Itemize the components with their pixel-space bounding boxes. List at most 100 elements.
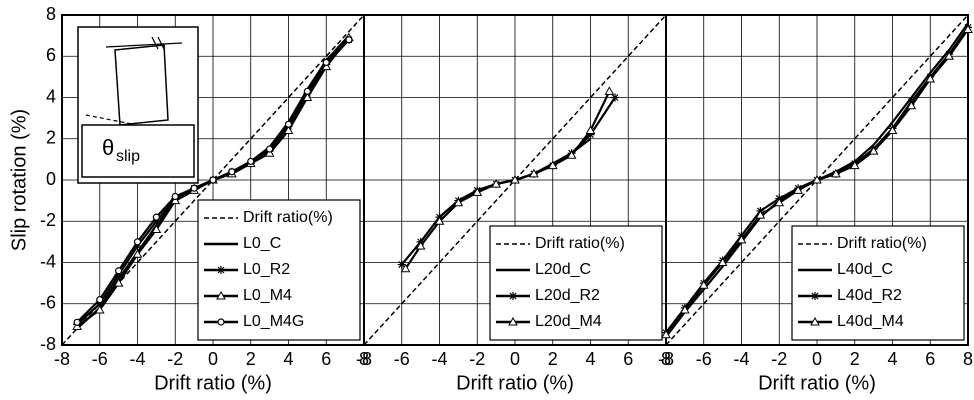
x-tick-label: 0 bbox=[510, 349, 520, 369]
marker bbox=[322, 58, 330, 67]
legend-label: Drift ratio(%) bbox=[535, 235, 625, 252]
inset-symbol: θ bbox=[102, 135, 114, 160]
legend-label: Drift ratio(%) bbox=[837, 235, 927, 252]
marker bbox=[190, 184, 198, 192]
x-tick-label: 8 bbox=[359, 349, 369, 369]
marker bbox=[585, 125, 596, 134]
x-tick-label: 8 bbox=[661, 349, 671, 369]
x-tick-label: -4 bbox=[129, 349, 145, 369]
y-tick-label: 0 bbox=[46, 169, 56, 189]
marker bbox=[209, 176, 217, 184]
marker bbox=[611, 93, 620, 102]
legend: Drift ratio(%) L0_C L0_R2 L0_M4 L0_M4G bbox=[197, 199, 361, 341]
y-tick-label: -8 bbox=[40, 334, 56, 354]
marker bbox=[811, 292, 819, 300]
marker bbox=[944, 51, 954, 60]
inset-base bbox=[81, 124, 195, 178]
x-tick-label: -2 bbox=[167, 349, 183, 369]
marker bbox=[152, 213, 160, 221]
marker bbox=[415, 240, 426, 250]
x-tick-label: 0 bbox=[812, 349, 822, 369]
x-tick-label: -8 bbox=[356, 349, 372, 369]
marker bbox=[303, 87, 311, 95]
marker bbox=[547, 160, 558, 170]
marker bbox=[604, 86, 615, 95]
marker bbox=[529, 168, 539, 178]
legend-label: L20d_R2 bbox=[535, 287, 600, 304]
marker bbox=[810, 316, 820, 326]
marker bbox=[217, 318, 225, 326]
x-tick-label: -8 bbox=[54, 349, 70, 369]
marker bbox=[453, 197, 464, 207]
marker bbox=[566, 150, 577, 159]
marker bbox=[217, 266, 225, 274]
marker bbox=[284, 120, 293, 128]
x-tick-label: -2 bbox=[771, 349, 787, 369]
x-tick-label: 0 bbox=[208, 349, 218, 369]
marker bbox=[491, 179, 501, 188]
marker bbox=[216, 290, 226, 300]
marker bbox=[266, 145, 274, 153]
y-tick-label: -4 bbox=[40, 251, 56, 271]
inset-top bbox=[105, 36, 183, 50]
marker bbox=[868, 146, 879, 155]
x-tick-label: 2 bbox=[850, 349, 860, 369]
y-tick-label: 4 bbox=[46, 86, 56, 106]
marker bbox=[345, 36, 353, 44]
marker bbox=[115, 267, 123, 275]
inset-subscript: slip bbox=[116, 148, 140, 165]
marker bbox=[680, 304, 690, 314]
legend-label: L20d_C bbox=[535, 261, 591, 278]
marker bbox=[736, 234, 747, 244]
x-tick-label: 6 bbox=[321, 349, 331, 369]
marker bbox=[133, 238, 142, 246]
marker bbox=[171, 192, 179, 201]
x-tick-label: 2 bbox=[548, 349, 558, 369]
marker bbox=[774, 197, 785, 207]
marker bbox=[793, 185, 803, 194]
x-axis-label: Drift ratio (%) bbox=[758, 372, 876, 394]
legend-label: L0_M4G bbox=[243, 313, 304, 330]
marker bbox=[661, 329, 671, 339]
x-tick-label: 4 bbox=[887, 349, 897, 369]
marker bbox=[113, 278, 124, 287]
marker bbox=[95, 299, 104, 308]
marker bbox=[755, 210, 766, 219]
legend-label: L0_M4 bbox=[243, 287, 292, 304]
marker bbox=[96, 296, 104, 304]
marker bbox=[264, 148, 275, 157]
y-tick-label: 2 bbox=[46, 128, 56, 148]
marker bbox=[228, 168, 236, 176]
marker bbox=[717, 257, 728, 266]
marker bbox=[72, 321, 82, 330]
marker bbox=[509, 292, 517, 300]
series-line bbox=[363, 14, 667, 346]
series-line bbox=[404, 90, 611, 270]
marker bbox=[925, 73, 936, 83]
legend-label: L40d_R2 bbox=[837, 287, 902, 304]
inset-column bbox=[114, 44, 169, 126]
legend-label: L40d_C bbox=[837, 261, 893, 278]
x-axis-label: Drift ratio (%) bbox=[456, 372, 574, 394]
inset-dash bbox=[85, 114, 133, 125]
marker bbox=[114, 270, 123, 279]
marker bbox=[400, 263, 411, 273]
marker bbox=[152, 217, 161, 226]
x-tick-label: 6 bbox=[623, 349, 633, 369]
marker bbox=[831, 168, 841, 178]
marker bbox=[849, 160, 860, 170]
x-tick-label: 4 bbox=[585, 349, 595, 369]
marker bbox=[586, 130, 595, 139]
y-tick-label: -2 bbox=[40, 210, 56, 230]
x-tick-label: -4 bbox=[733, 349, 749, 369]
legend-label: Drift ratio(%) bbox=[243, 209, 333, 226]
y-tick-label: 6 bbox=[46, 45, 56, 65]
marker bbox=[397, 260, 406, 269]
x-tick-label: -2 bbox=[469, 349, 485, 369]
series-line bbox=[665, 14, 969, 346]
marker bbox=[247, 157, 255, 166]
marker bbox=[698, 280, 709, 289]
marker bbox=[434, 216, 445, 225]
x-axis-label: Drift ratio (%) bbox=[154, 372, 272, 394]
